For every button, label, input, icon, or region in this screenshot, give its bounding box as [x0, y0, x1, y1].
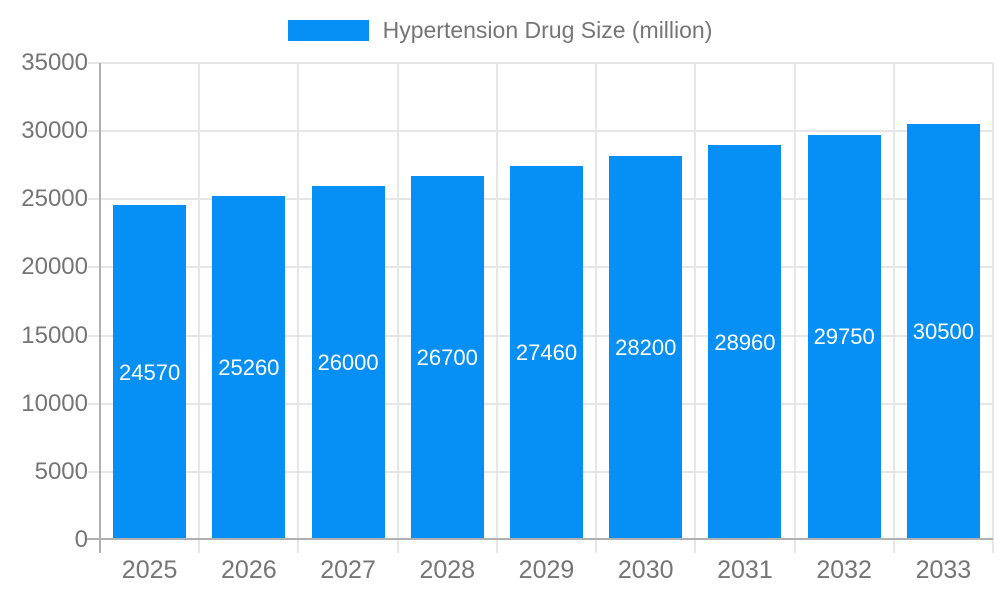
- x-axis-tick: [297, 540, 300, 553]
- plot-area: 24570 25260 26000 26700 27460 28200 28960 29750…: [87, 62, 994, 553]
- x-tick-label: 2027: [320, 556, 376, 584]
- gridline-vertical: [892, 63, 895, 540]
- y-axis-tick: [88, 62, 100, 64]
- x-tick-label: 2030: [617, 556, 674, 584]
- x-axis-tick: [892, 540, 895, 553]
- gridline-vertical: [297, 63, 300, 540]
- chart-legend[interactable]: Hypertension Drug Size (million): [0, 17, 1000, 44]
- x-tick-label: 2032: [816, 556, 872, 584]
- y-axis-tick: [88, 198, 100, 201]
- x-tick-label: 2033: [915, 556, 972, 584]
- gridline-vertical: [495, 63, 498, 540]
- y-tick-label: 30000: [21, 117, 88, 145]
- y-tick-label: 15000: [21, 321, 88, 349]
- y-axis-tick: [88, 334, 100, 337]
- y-tick-label: 5000: [34, 457, 88, 485]
- bar-value-label: 25260: [218, 354, 280, 380]
- gridline-vertical: [595, 63, 598, 540]
- bar-2033[interactable]: 30500: [906, 124, 980, 540]
- gridline-vertical: [198, 63, 201, 540]
- y-tick-label: 0: [74, 526, 88, 553]
- x-axis-tick: [495, 540, 498, 553]
- x-axis-tick: [595, 540, 598, 553]
- y-tick-label: 20000: [21, 253, 88, 281]
- gridline-vertical: [793, 63, 796, 540]
- bar-value-label: 26700: [416, 345, 478, 371]
- bar-value-label: 26000: [317, 349, 379, 375]
- legend-label: Hypertension Drug Size (million): [382, 17, 713, 43]
- x-tick-label: 2031: [717, 556, 773, 584]
- bar-value-label: 27460: [515, 339, 578, 365]
- bar-2032[interactable]: 29750: [807, 134, 881, 540]
- bar-2030[interactable]: 28200: [609, 155, 683, 540]
- bar-2026[interactable]: 25260: [212, 195, 286, 540]
- x-tick-label: 2026: [221, 556, 277, 584]
- gridline-vertical: [992, 63, 994, 540]
- x-axis-tick: [694, 540, 697, 553]
- gridline-vertical: [396, 63, 399, 540]
- y-axis-tick: [88, 266, 100, 269]
- bar-value-label: 28960: [714, 329, 776, 355]
- y-axis-tick: [88, 402, 100, 405]
- bar-value-label: 28200: [615, 334, 677, 360]
- gridline-horizontal: [100, 130, 993, 133]
- bar-value-label: 29750: [813, 324, 875, 350]
- bar-value-label: 30500: [912, 319, 974, 345]
- bar-2031[interactable]: 28960: [708, 145, 782, 540]
- x-axis-tick: [198, 540, 201, 553]
- x-axis-tick: [396, 540, 399, 553]
- y-axis-line: [99, 63, 101, 553]
- y-tick-label: 25000: [21, 185, 88, 213]
- bar-value-label: 24570: [119, 359, 181, 385]
- y-tick-label: 10000: [21, 389, 88, 417]
- y-axis-tick: [88, 130, 100, 133]
- x-tick-label: 2028: [419, 556, 476, 584]
- bar-2025[interactable]: 24570: [113, 205, 187, 540]
- legend-swatch-icon: [287, 20, 369, 41]
- x-axis-tick: [793, 540, 796, 553]
- bar-2029[interactable]: 27460: [510, 165, 583, 540]
- gridline-horizontal: [100, 62, 993, 64]
- y-axis-tick: [88, 470, 100, 473]
- x-axis-line: [87, 538, 993, 540]
- y-tick-label: 35000: [21, 49, 88, 76]
- gridline-vertical: [694, 63, 697, 540]
- bar-2028[interactable]: 26700: [410, 176, 484, 540]
- bar-2027[interactable]: 26000: [311, 185, 385, 540]
- x-tick-label: 2025: [121, 556, 178, 584]
- x-axis-tick: [992, 540, 994, 553]
- x-tick-label: 2029: [518, 556, 575, 584]
